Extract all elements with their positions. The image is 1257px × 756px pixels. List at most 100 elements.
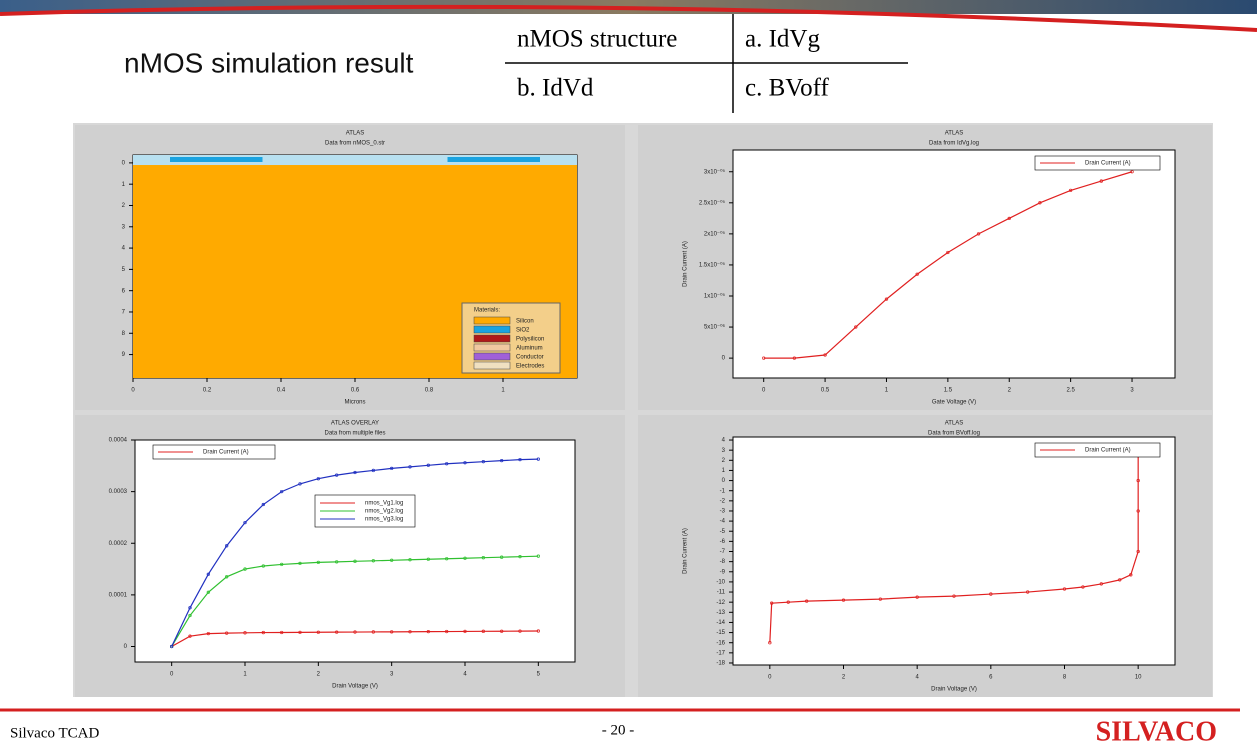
- data-point: [1099, 179, 1103, 183]
- data-point: [225, 631, 229, 635]
- legend-label: nmos_Vg2.log: [365, 509, 403, 515]
- data-point: [206, 590, 210, 594]
- data-point: [390, 630, 394, 634]
- y-tick-label: 4: [722, 438, 726, 444]
- legend-label: Polysilicon: [516, 337, 544, 343]
- data-point: [298, 482, 302, 486]
- y-tick-label: -9: [720, 569, 726, 575]
- data-point: [390, 466, 394, 471]
- y-tick-label: -3: [720, 509, 726, 515]
- y-tick-label: -15: [716, 630, 725, 636]
- legend-label: Electrodes: [516, 364, 544, 370]
- x-tick-label: 1.5: [944, 388, 953, 394]
- oxide-strip: [447, 157, 540, 162]
- x-tick-label: 0.2: [203, 388, 212, 394]
- banner-curve: [0, 4, 1257, 32]
- data-point: [261, 630, 265, 635]
- y-tick-label: 3: [122, 224, 126, 230]
- data-point: [1130, 170, 1134, 174]
- legend-label: Aluminum: [516, 346, 543, 352]
- y-tick-label: 2.5x10⁻⁰⁵: [699, 199, 726, 206]
- y-tick-label: 2: [122, 203, 126, 209]
- x-tick-label: 0: [762, 388, 766, 394]
- data-point: [445, 557, 449, 561]
- data-point: [1136, 509, 1140, 513]
- data-point: [989, 592, 993, 596]
- data-point: [426, 629, 430, 634]
- data-point: [792, 356, 797, 360]
- x-axis-label: Drain Voltage (V): [332, 684, 378, 690]
- table-cell: c. BVoff: [745, 75, 829, 102]
- y-tick-label: 1.5x10⁻⁰⁵: [699, 262, 726, 269]
- data-point: [170, 644, 174, 649]
- legend-box: [1034, 155, 1161, 171]
- data-point: [1081, 585, 1085, 589]
- data-point: [206, 631, 210, 636]
- y-tick-label: 0.0003: [109, 489, 128, 495]
- data-point: [786, 600, 790, 604]
- legend-swatch: [473, 325, 511, 334]
- x-tick-label: 0: [131, 388, 135, 394]
- series-line: [769, 450, 1139, 643]
- y-tick-label: 1: [722, 468, 726, 474]
- series-line: [171, 630, 539, 648]
- data-point: [408, 630, 412, 634]
- data-point: [500, 629, 504, 633]
- data-point: [768, 641, 772, 645]
- data-point: [280, 562, 284, 567]
- data-point: [481, 556, 485, 560]
- legend-swatch: [473, 343, 511, 352]
- y-tick-label: -18: [716, 661, 725, 667]
- data-point: [1099, 582, 1103, 586]
- legend-swatch: [473, 352, 511, 361]
- data-point: [1026, 590, 1030, 594]
- x-tick-label: 0.5: [821, 388, 830, 394]
- y-tick-label: 0.0002: [109, 541, 128, 547]
- data-point: [823, 353, 827, 357]
- y-tick-label: -7: [720, 549, 726, 555]
- data-point: [243, 631, 247, 635]
- page-number: - 20 -: [602, 722, 635, 738]
- x-tick-label: 0: [170, 672, 174, 678]
- chart-title: ATLAS: [346, 131, 365, 137]
- y-tick-label: 0: [722, 478, 726, 484]
- data-point: [518, 555, 522, 559]
- data-point: [261, 502, 265, 507]
- data-point: [762, 356, 766, 360]
- data-point: [952, 594, 956, 598]
- legend-label: Drain Current (A): [203, 450, 249, 456]
- legend-label: nmos_Vg1.log: [365, 501, 403, 507]
- slide-title: nMOS simulation result: [124, 47, 414, 78]
- legend-label: Drain Current (A): [1085, 161, 1131, 167]
- legend-box: [1034, 442, 1161, 458]
- logo: SILVACO: [1096, 716, 1217, 747]
- legend-box: [152, 444, 276, 460]
- legend-swatch: [473, 334, 511, 343]
- x-tick-label: 6: [989, 675, 993, 681]
- data-point: [1129, 573, 1133, 577]
- x-axis-label: Gate Voltage (V): [932, 400, 976, 406]
- y-tick-label: -5: [720, 529, 726, 535]
- data-point: [884, 297, 889, 301]
- data-point: [463, 461, 467, 465]
- legend-box: [314, 494, 416, 528]
- x-tick-label: 3: [1130, 388, 1134, 394]
- x-tick-label: 8: [1063, 675, 1067, 681]
- data-point: [188, 634, 192, 638]
- data-point: [536, 457, 540, 461]
- data-point: [280, 489, 284, 494]
- data-point: [518, 629, 522, 633]
- x-tick-label: 0.4: [277, 388, 286, 394]
- x-tick-label: 0.8: [425, 388, 434, 394]
- data-point: [445, 462, 449, 466]
- data-point: [841, 598, 846, 602]
- data-point: [243, 520, 247, 525]
- data-point: [408, 465, 412, 469]
- data-point: [500, 555, 504, 559]
- data-point: [353, 470, 357, 475]
- data-point: [353, 559, 357, 563]
- series-line: [171, 458, 539, 647]
- data-point: [915, 272, 919, 276]
- y-tick-label: -2: [720, 498, 726, 504]
- data-point: [770, 601, 774, 605]
